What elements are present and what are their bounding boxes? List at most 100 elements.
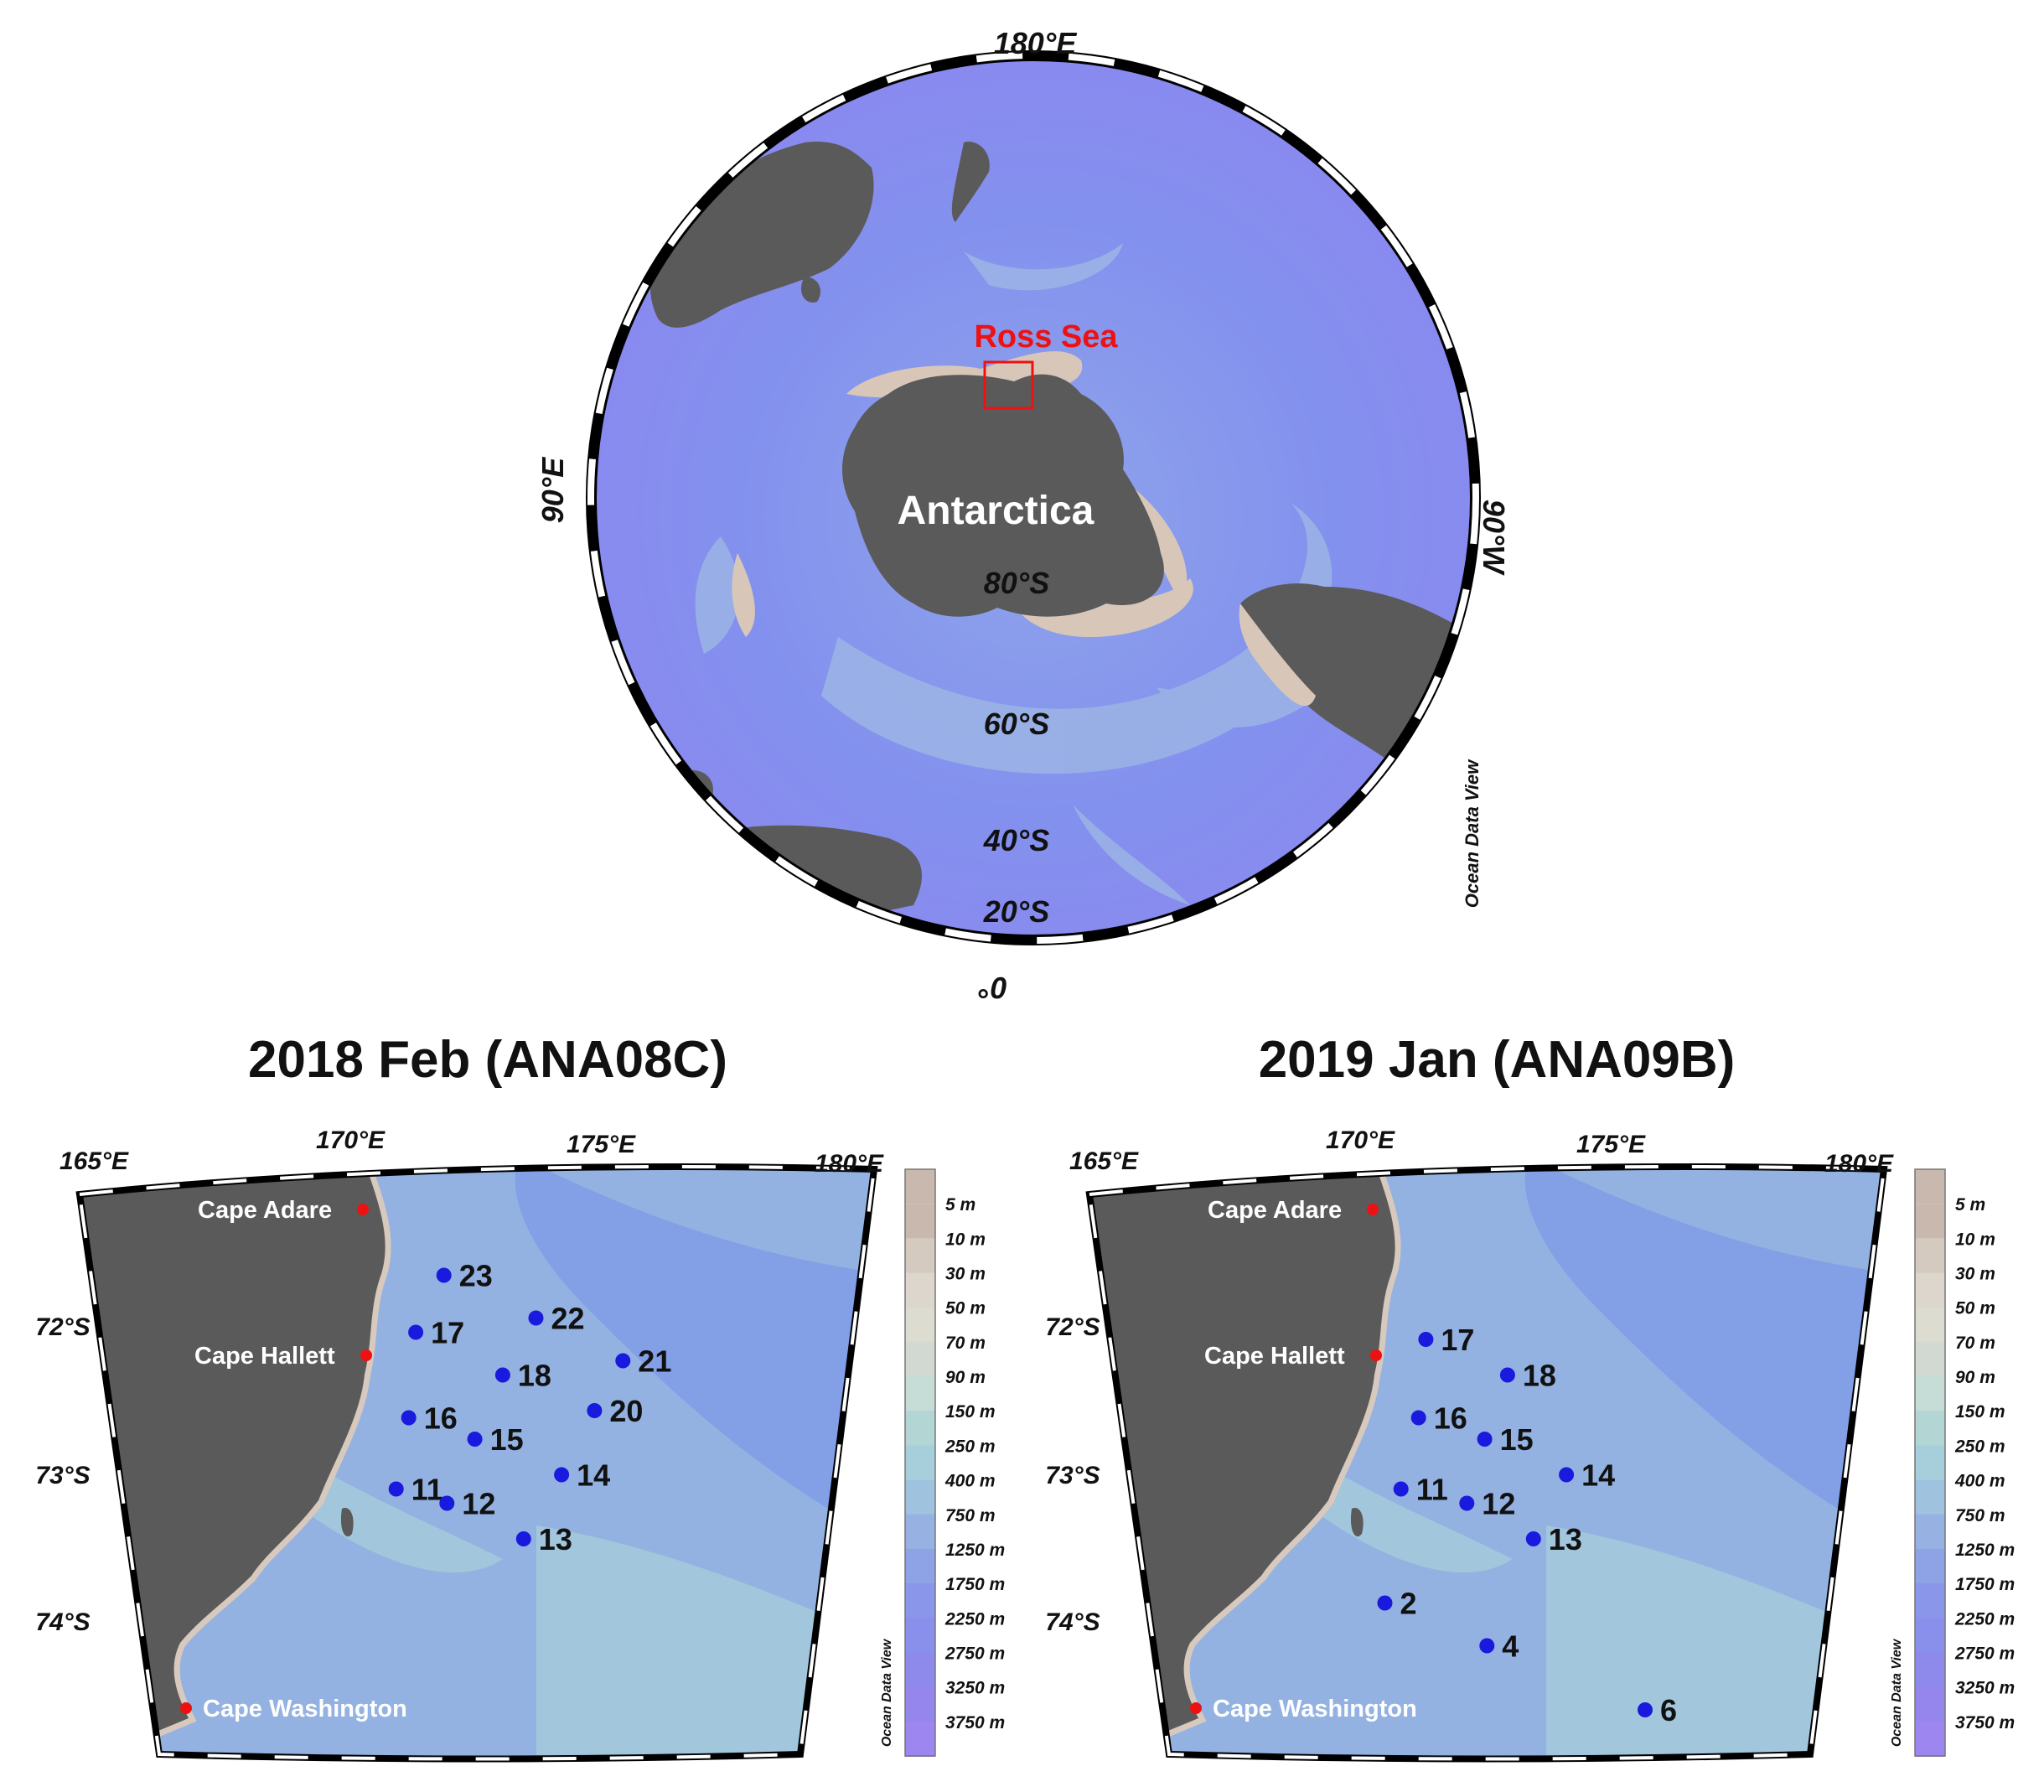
lon-label: 170°E <box>1326 1126 1395 1154</box>
globe-frame-ticks <box>587 52 1479 944</box>
legend-swatch <box>1915 1479 1945 1515</box>
legend-level-label: 150 m <box>945 1402 996 1422</box>
map-frame-ticks <box>77 1164 877 1761</box>
lat-label: 72°S <box>1045 1313 1100 1341</box>
station-label: 6 <box>1660 1693 1677 1727</box>
lon-label: 175°E <box>1576 1131 1646 1158</box>
legend-level-label: 750 m <box>945 1506 996 1525</box>
legend-level-label: 10 m <box>1955 1230 1995 1249</box>
legend-level-label: 3750 m <box>945 1713 1005 1732</box>
station-label: 15 <box>1500 1422 1534 1457</box>
station-label: 16 <box>424 1401 458 1436</box>
south-america-shelf <box>1239 603 1316 707</box>
legend-level-label: 3250 m <box>1955 1679 2015 1698</box>
tasmania-land <box>800 277 821 303</box>
legend-swatch <box>905 1445 935 1481</box>
place-marker <box>357 1204 369 1215</box>
legend-swatch <box>905 1618 935 1654</box>
polar-globe: 180°E 90°E 90°W 0° Ross Sea Antarctica 8… <box>536 26 1511 1005</box>
legend-level-label: 1250 m <box>945 1541 1005 1560</box>
legend-swatch <box>1915 1411 1945 1447</box>
globe-lon-left-label: 90°E <box>536 457 570 523</box>
lon-label: 175°E <box>567 1131 636 1158</box>
map-deep-basin <box>515 1166 874 1542</box>
legend-level-label: 400 m <box>944 1472 996 1491</box>
station-marker <box>1638 1702 1653 1717</box>
legend-level-label: 70 m <box>1955 1334 1995 1353</box>
station-label: 13 <box>1549 1522 1582 1556</box>
map-islet <box>1350 1508 1364 1537</box>
station-marker <box>1559 1467 1575 1483</box>
lat-label: 73°S <box>35 1462 90 1489</box>
station-marker <box>388 1481 404 1497</box>
map-watermark: Ocean Data View <box>880 1638 894 1747</box>
new-zealand-land <box>951 142 990 222</box>
map-deep-basin <box>1524 1166 1884 1542</box>
map-shelf-bank <box>536 1525 874 1759</box>
legend-swatch <box>1915 1238 1945 1274</box>
station-marker <box>1525 1531 1541 1546</box>
place-marker <box>360 1349 372 1361</box>
station-map-2019: 165°E 170°E 175°E 180°E 72°S 73°S 74°S Cape Ada… <box>1045 1126 2015 1763</box>
map-frame-ticks <box>1087 1164 1886 1761</box>
legend-level-label: 70 m <box>945 1334 986 1353</box>
station-label: 13 <box>539 1522 572 1556</box>
place-label: Cape Adare <box>198 1197 332 1224</box>
lon-label: 170°E <box>316 1126 386 1154</box>
legend-swatch <box>905 1514 935 1550</box>
legend-swatch <box>1915 1583 1945 1619</box>
station-label: 2 <box>1400 1587 1417 1621</box>
depth-legend: 5 m 10 m 30 m 50 m 70 m 90 m 150 m 250 m 400 m 75… <box>904 1168 1005 1757</box>
place-marker <box>1190 1702 1202 1714</box>
station-marker <box>1499 1367 1515 1383</box>
legend-level-label: 2750 m <box>944 1644 1005 1663</box>
legend-level-label: 750 m <box>1955 1506 2005 1525</box>
legend-level-label: 1250 m <box>1955 1541 2015 1560</box>
place-marker <box>1367 1204 1379 1215</box>
legend-level-label: 400 m <box>1954 1472 2005 1491</box>
station-marker <box>401 1410 417 1426</box>
legend-level-label: 50 m <box>1955 1299 1995 1318</box>
station-marker <box>554 1467 570 1483</box>
station-marker <box>1418 1332 1434 1347</box>
lat-label: 72°S <box>35 1313 90 1341</box>
lat-label: 74°S <box>1045 1608 1100 1636</box>
legend-swatch <box>905 1376 935 1412</box>
station-marker <box>1410 1410 1426 1426</box>
map-watermark: Ocean Data View <box>1890 1638 1904 1747</box>
legend-swatch <box>1915 1307 1945 1343</box>
legend-swatch <box>1915 1445 1945 1481</box>
legend-level-label: 30 m <box>945 1265 986 1284</box>
legend-swatch <box>905 1204 935 1240</box>
station-label: 22 <box>551 1302 585 1336</box>
station-marker <box>467 1432 483 1447</box>
legend-border <box>1914 1168 1946 1757</box>
legend-swatch <box>1915 1652 1945 1688</box>
australia-land <box>649 142 874 328</box>
station-marker <box>494 1367 510 1383</box>
legend-swatch <box>905 1411 935 1447</box>
lon-label: 165°E <box>60 1147 129 1175</box>
legend-level-label: 2750 m <box>1954 1644 2015 1663</box>
map-shelf-bank <box>1546 1525 1884 1759</box>
map-title-right: 2019 Jan (ANA09B) <box>1259 1031 1736 1089</box>
legend-swatch <box>905 1238 935 1274</box>
station-marker <box>587 1403 603 1418</box>
map-land <box>1089 1166 1395 1759</box>
legend-level-label: 150 m <box>1955 1402 2005 1422</box>
legend-swatch <box>1915 1686 1945 1722</box>
legend-swatch <box>905 1479 935 1515</box>
lat-20-label: 20°S <box>983 894 1049 929</box>
place-label: Cape Washington <box>203 1696 407 1722</box>
lon-label: 165°E <box>1069 1147 1139 1175</box>
lon-label: 180°E <box>1824 1150 1894 1178</box>
legend-swatch <box>1915 1514 1945 1550</box>
legend-level-label: 10 m <box>945 1230 986 1249</box>
station-label: 15 <box>490 1422 524 1457</box>
legend-level-label: 90 m <box>1955 1368 1995 1387</box>
antarctica-label: Antarctica <box>898 489 1094 533</box>
station-marker <box>1479 1638 1495 1654</box>
legend-swatch <box>905 1652 935 1688</box>
station-label: 4 <box>1502 1629 1519 1664</box>
